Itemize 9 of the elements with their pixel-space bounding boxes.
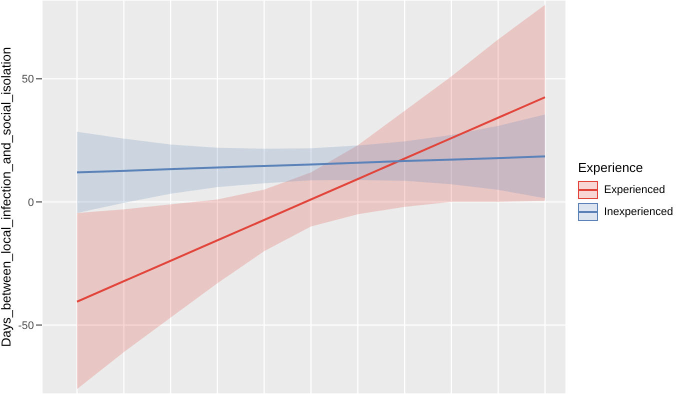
y-tick-label: 0 [28, 196, 34, 209]
legend-label: Inexperienced [604, 206, 674, 218]
y-axis-title: Days_between_local_infection_and_social_isolation [0, 47, 14, 347]
y-tick-label: -50 [18, 320, 34, 332]
legend-title: Experience [578, 160, 644, 175]
line-series [76, 155, 546, 174]
y-tick-label: 50 [22, 74, 34, 86]
line-series [76, 96, 546, 303]
legend-label: Experienced [604, 184, 666, 196]
